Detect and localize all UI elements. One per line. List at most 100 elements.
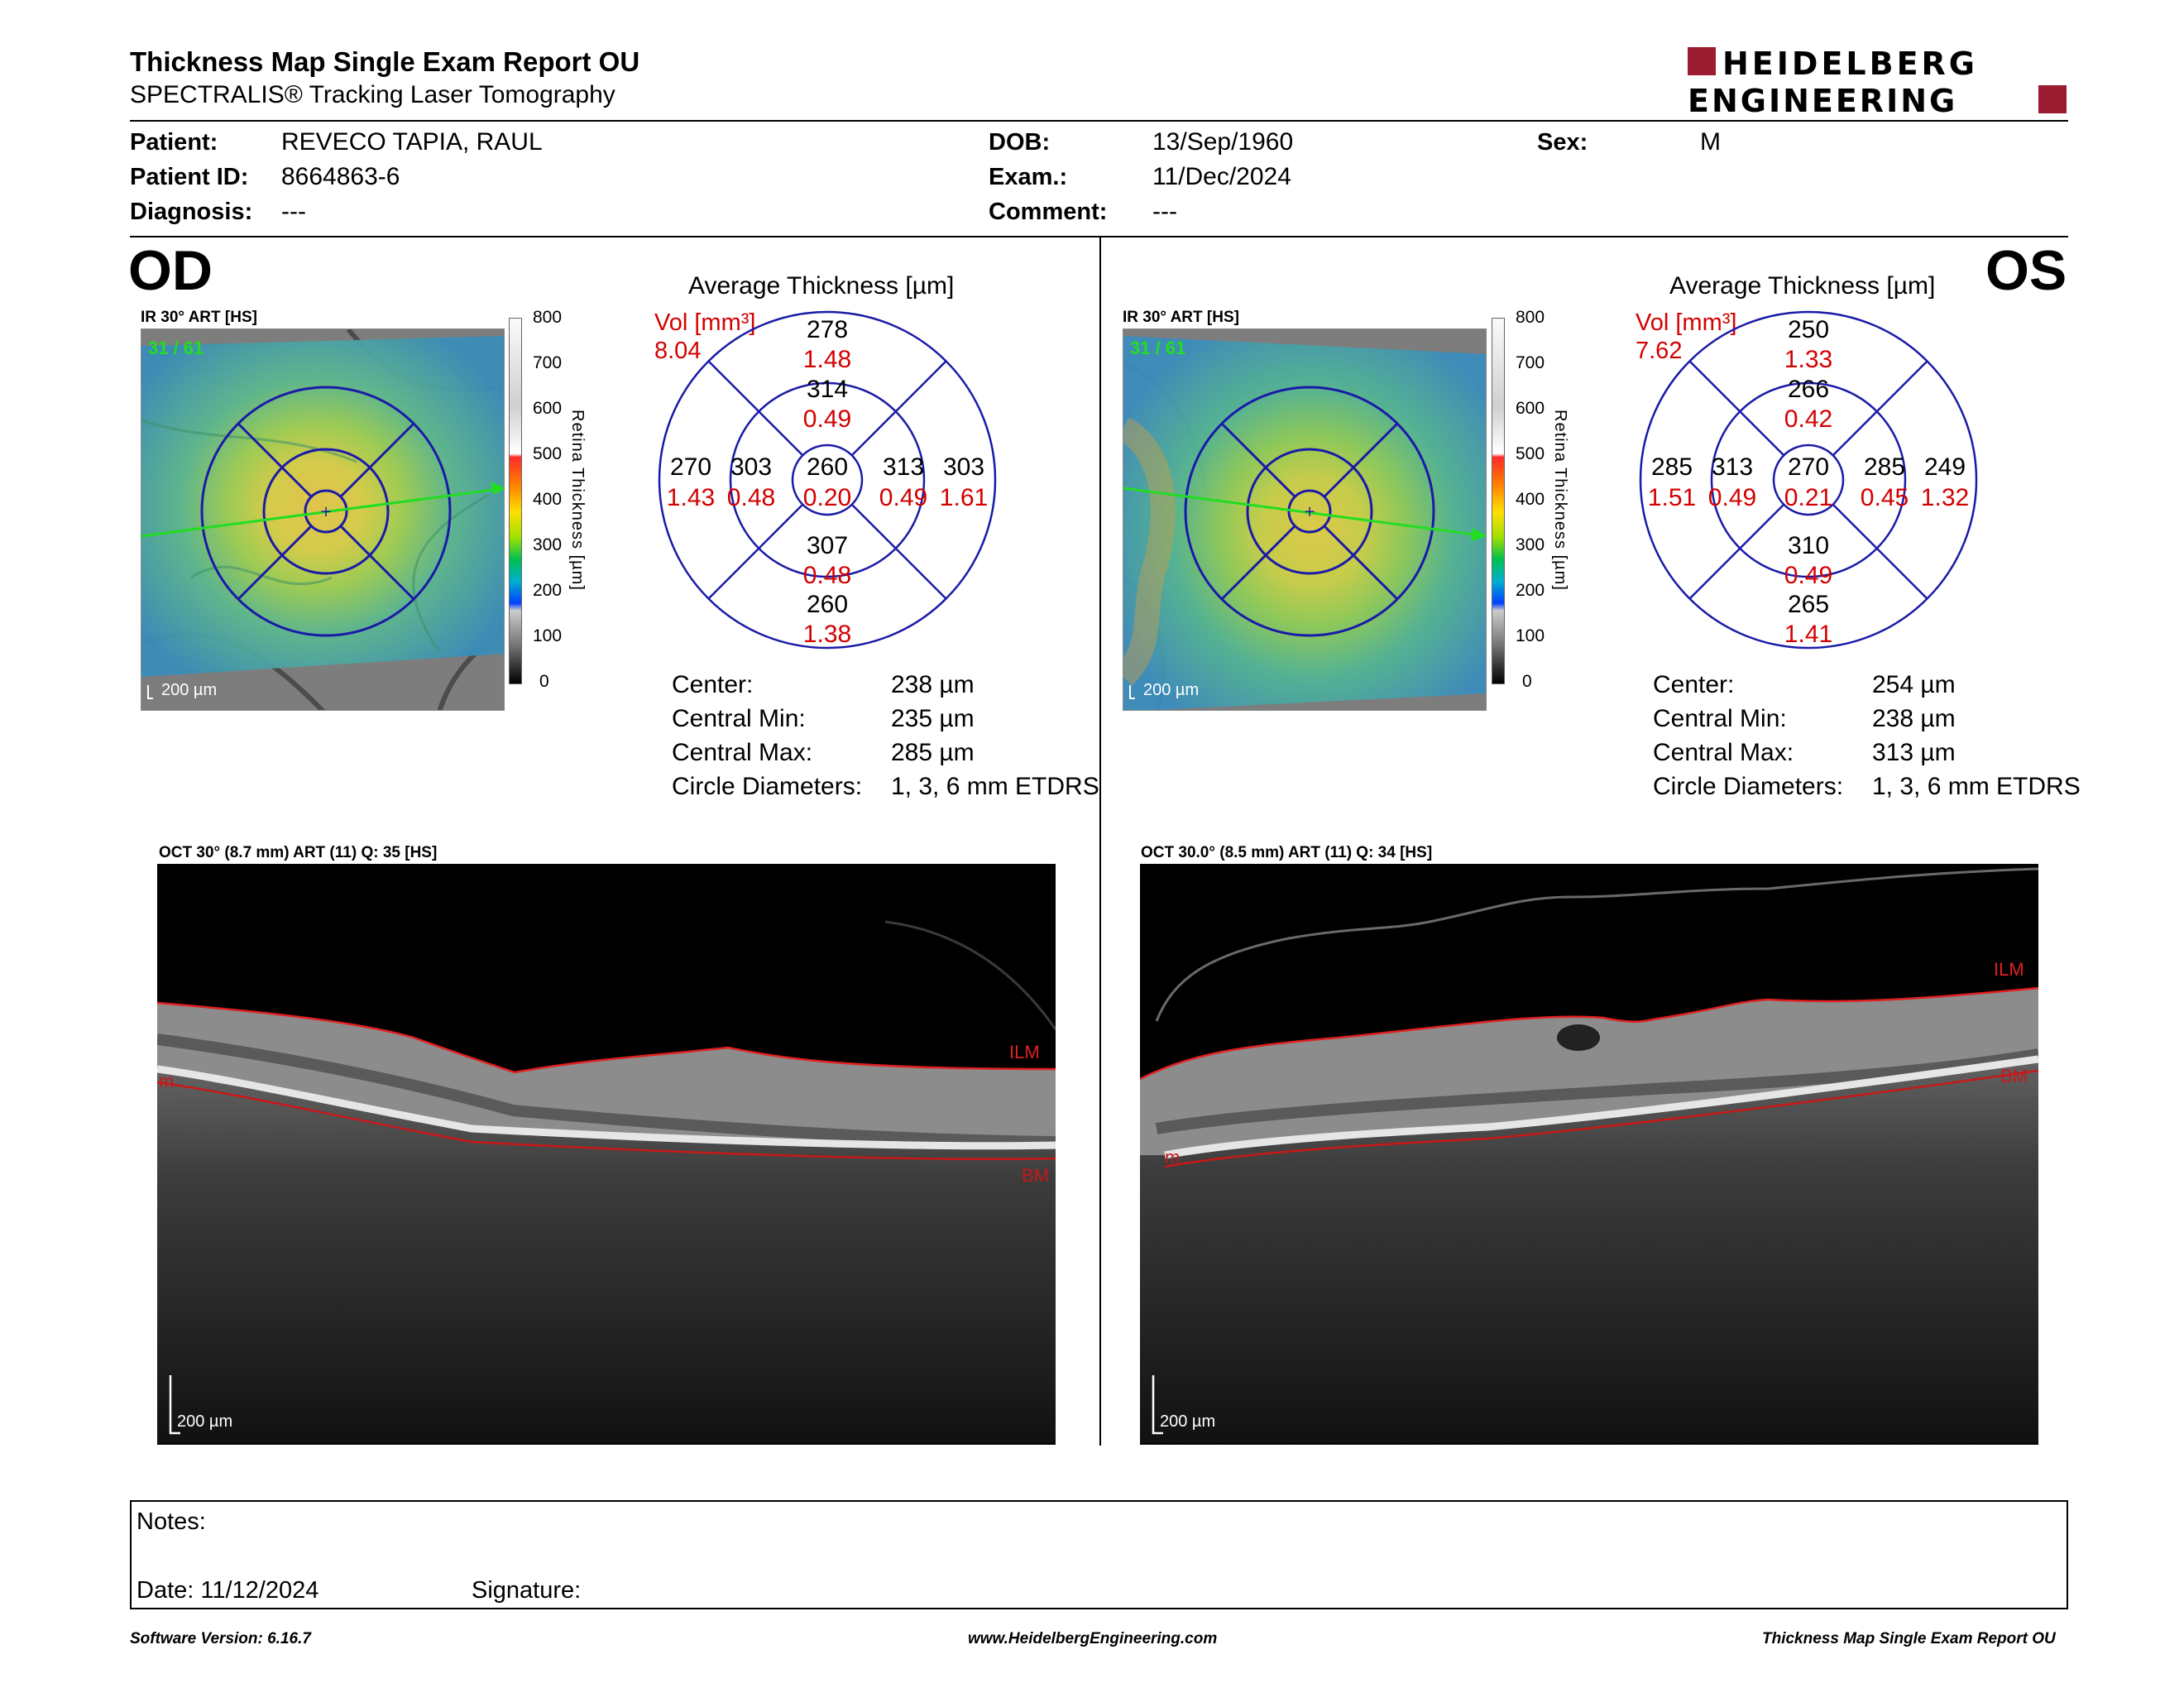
sex-label: Sex:	[1537, 129, 1588, 156]
os-outer-left-volume: 1.51	[1648, 484, 1696, 511]
od-circle-diam-label: Circle Diameters:	[672, 773, 863, 800]
od-center-volume: 0.20	[803, 484, 851, 511]
os-outer-left-thickness: 285	[1651, 453, 1693, 481]
od-colorbar	[509, 318, 522, 684]
os-cbar-200: 200	[1516, 581, 1545, 600]
od-cbar-600: 600	[533, 399, 563, 418]
os-center-thickness: 270	[1788, 453, 1829, 481]
dob-value: 13/Sep/1960	[1152, 128, 1294, 156]
os-central-max-label: Central Max:	[1653, 739, 1794, 766]
od-outer-right-volume: 1.61	[940, 484, 988, 511]
os-circle-diam-label: Circle Diameters:	[1653, 773, 1844, 800]
od-oct-bscan: ILM BM m 200 µm	[157, 864, 1056, 1445]
exam-value: 11/Dec/2024	[1152, 163, 1291, 190]
logo-line1: HEIDELBERG	[1722, 46, 1978, 82]
od-outer-left-thickness: 270	[670, 453, 711, 481]
os-inner-left-thickness: 313	[1712, 453, 1753, 481]
date-label: Date: 11/12/2024	[136, 1577, 319, 1604]
od-inner-bottom-volume: 0.48	[803, 562, 851, 589]
os-central-min-label: Central Min:	[1653, 705, 1787, 732]
eye-separator	[1099, 237, 1101, 1446]
od-vol-label: Vol [mm³]	[654, 309, 756, 336]
od-eye-label: OD	[128, 239, 213, 302]
os-cbar-800: 800	[1516, 308, 1545, 327]
os-inner-bottom-volume: 0.49	[1784, 562, 1832, 589]
os-inner-right-volume: 0.45	[1861, 484, 1909, 511]
od-avg-title: Average Thickness [µm]	[688, 272, 955, 300]
os-outer-right-thickness: 249	[1924, 453, 1966, 481]
signature-label: Signature:	[472, 1577, 582, 1604]
od-central-min-value: 235 µm	[891, 705, 975, 732]
patient-label: Patient:	[130, 129, 218, 156]
svg-text:+: +	[1303, 503, 1315, 520]
od-inner-right-volume: 0.49	[879, 484, 927, 511]
od-oct-title: OCT 30° (8.7 mm) ART (11) Q: 35 [HS]	[159, 844, 438, 861]
os-center-volume: 0.21	[1784, 484, 1832, 511]
os-vol-label: Vol [mm³]	[1636, 309, 1737, 336]
os-cbar-100: 100	[1516, 626, 1545, 645]
od-outer-left-volume: 1.43	[667, 484, 715, 511]
od-frame-count: 31 / 61	[148, 338, 204, 358]
notes-label: Notes:	[136, 1508, 206, 1535]
os-outer-bottom-thickness: 265	[1788, 591, 1829, 618]
od-cbar-800: 800	[533, 308, 563, 327]
dob-label: DOB:	[989, 129, 1051, 156]
od-inner-top-volume: 0.49	[803, 405, 851, 433]
os-frame-count: 31 / 61	[1130, 338, 1185, 358]
od-outer-right-thickness: 303	[943, 453, 984, 481]
sex-value: M	[1700, 128, 1721, 156]
os-m-label: m	[1165, 1147, 1180, 1168]
od-outer-top-thickness: 278	[807, 316, 848, 343]
od-cbar-100: 100	[533, 626, 563, 645]
os-cbar-400: 400	[1516, 490, 1545, 509]
os-avg-title: Average Thickness [µm]	[1669, 272, 1936, 300]
diagnosis-label: Diagnosis:	[130, 199, 253, 225]
od-cbar-700: 700	[533, 353, 563, 372]
patient-id-value: 8664863-6	[281, 163, 400, 190]
exam-label: Exam.:	[989, 164, 1068, 190]
os-colorbar	[1492, 318, 1505, 684]
od-central-max-value: 285 µm	[891, 739, 975, 766]
os-outer-right-volume: 1.32	[1921, 484, 1969, 511]
os-cbar-700: 700	[1516, 353, 1545, 372]
report-subtitle: SPECTRALIS® Tracking Laser Tomography	[130, 81, 615, 108]
od-map-title: IR 30° ART [HS]	[141, 309, 257, 326]
os-oct-bscan: ILM BM m 200 µm	[1140, 864, 2038, 1445]
od-cbar-400: 400	[533, 490, 563, 509]
od-cbar-300: 300	[533, 535, 563, 554]
header-rule	[130, 120, 2068, 122]
os-map-title: IR 30° ART [HS]	[1123, 309, 1239, 326]
os-cbar-600: 600	[1516, 399, 1545, 418]
website-link[interactable]: www.HeidelbergEngineering.com	[968, 1630, 1218, 1647]
os-eye-label: OS	[1985, 239, 2067, 302]
od-map-scale: 200 µm	[161, 681, 217, 699]
od-inner-top-thickness: 314	[807, 376, 848, 403]
os-center-value: 254 µm	[1872, 671, 1956, 698]
footer-report-name: Thickness Map Single Exam Report OU	[1762, 1630, 2056, 1647]
os-etdrs-grid: 250 1.33 266 0.42 270 0.21 310 0.49 265 …	[1639, 310, 1978, 650]
os-outer-bottom-volume: 1.41	[1784, 621, 1832, 648]
od-colorbar-ticks: 800 700 600 500 400 300 200 100 0	[533, 308, 574, 697]
os-thickness-map: + 31 / 61 200 µm	[1123, 328, 1487, 711]
notes-box[interactable]	[130, 1500, 2068, 1609]
patient-id-label: Patient ID:	[130, 164, 249, 190]
logo-line2: ENGINEERING	[1688, 83, 1957, 117]
os-oct-scale: 200 µm	[1160, 1412, 1215, 1431]
od-inner-right-thickness: 313	[883, 453, 924, 481]
os-colorbar-ticks: 800 700 600 500 400 300 200 100 0	[1516, 308, 1557, 697]
os-vol-total: 7.62	[1636, 338, 1683, 364]
od-inner-bottom-thickness: 307	[807, 532, 848, 559]
od-outer-bottom-volume: 1.38	[803, 621, 851, 648]
os-inner-top-thickness: 266	[1788, 376, 1829, 403]
os-colorbar-axis-label: Retina Thickness [µm]	[1551, 410, 1569, 591]
od-central-max-label: Central Max:	[672, 739, 813, 766]
os-inner-bottom-thickness: 310	[1788, 532, 1829, 559]
os-cbar-0: 0	[1522, 672, 1532, 691]
comment-value: ---	[1152, 198, 1177, 225]
report-title: Thickness Map Single Exam Report OU	[130, 46, 640, 77]
os-cbar-300: 300	[1516, 535, 1545, 554]
od-outer-bottom-thickness: 260	[807, 591, 848, 618]
od-center-thickness: 260	[807, 453, 848, 481]
os-cbar-500: 500	[1516, 444, 1545, 463]
od-center-label: Center:	[672, 671, 754, 698]
